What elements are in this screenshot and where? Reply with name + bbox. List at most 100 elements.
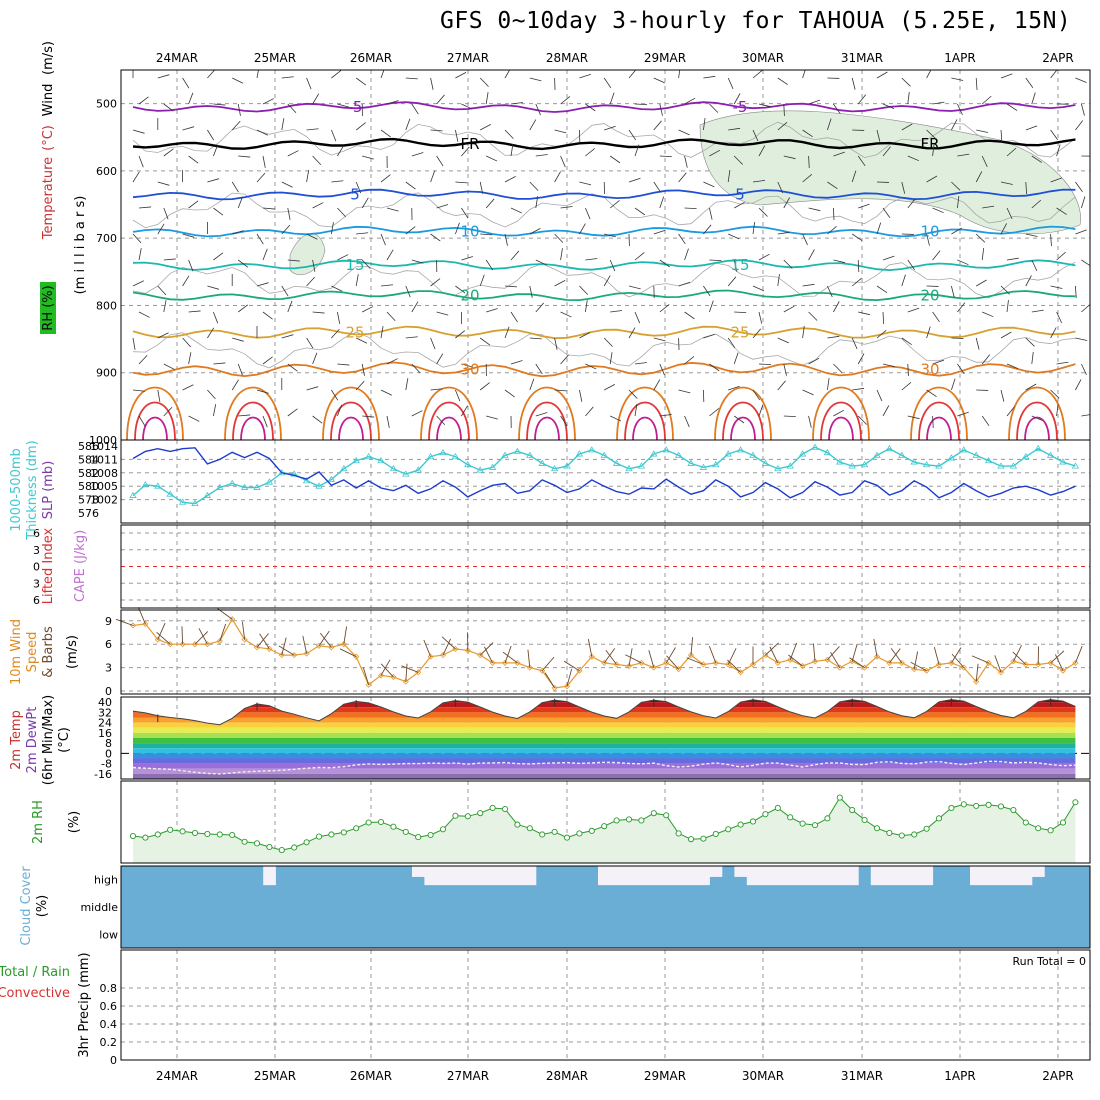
wind-barb [337, 404, 343, 417]
temp-tick-label: -8 [101, 758, 112, 771]
2m-rh-point [253, 840, 261, 847]
wind-barb [529, 378, 535, 391]
cloud-high-bar [424, 866, 438, 886]
thickness-point [637, 462, 646, 469]
wind-barb [1056, 311, 1063, 324]
wind-barb [380, 284, 393, 287]
cloud-level-label: high [94, 874, 118, 887]
wind-barb [213, 404, 217, 417]
thickness-point [451, 452, 460, 460]
date-label-top: 27MAR [447, 51, 489, 65]
temp-band [133, 727, 1076, 733]
thickness-point [154, 482, 162, 489]
temp-tick-label: -16 [94, 768, 112, 781]
wind-barb [411, 259, 424, 264]
panel-frame-cloud [120, 865, 1091, 949]
wind-barb [604, 384, 615, 391]
wind-barb [132, 280, 144, 287]
2m-rh-point [291, 844, 298, 851]
thickness-point [315, 482, 323, 489]
wind-barb [461, 103, 473, 110]
wind-barb [256, 389, 269, 394]
wind-barb [430, 170, 436, 183]
wind-barb [157, 223, 165, 235]
wind-barb [579, 181, 592, 186]
2m-rh-point [365, 819, 372, 826]
temp-band [133, 707, 1076, 713]
wind-barb [461, 363, 474, 368]
lifted-index-label: Lifted Index [41, 527, 56, 604]
wind-barb [827, 378, 830, 391]
wind-speed-point [315, 642, 323, 649]
wind-barb [560, 206, 573, 209]
wind-barb [907, 415, 920, 420]
wind-barb [659, 196, 665, 209]
cloud-high-bar [436, 866, 450, 886]
wind-barb [684, 155, 688, 168]
wind-speed-point [390, 673, 397, 681]
wind-barb-10m [849, 657, 865, 668]
contour-label: 30 [920, 360, 939, 378]
wind-barb [560, 311, 572, 318]
contour-label: 10 [920, 222, 939, 240]
wind-barb [678, 129, 690, 136]
wind-barb [653, 181, 661, 193]
2m-rh-point [328, 831, 335, 838]
wind-barb [182, 275, 190, 287]
wind-barb [529, 119, 537, 131]
wind-barb [262, 356, 273, 365]
thickness-point [377, 456, 385, 464]
wind-barb-10m [625, 654, 642, 664]
wind-barb [709, 363, 720, 372]
wind-barb [802, 129, 813, 138]
wind-barb [579, 285, 589, 295]
wind-barb [1050, 233, 1052, 246]
2m-rh-point [675, 830, 682, 837]
2m-rh-point [390, 823, 397, 830]
wind-barb [356, 232, 369, 235]
wind-barb [355, 380, 365, 391]
wind-barb [529, 77, 542, 82]
thickness-point [203, 491, 212, 498]
thickness-point [662, 446, 670, 453]
wind-barb [213, 103, 226, 106]
2m-rh-point [526, 825, 533, 832]
wind-barb [361, 197, 369, 209]
wind-barb [876, 129, 881, 142]
panel-frame-wind [120, 609, 1091, 695]
wind-barb [827, 181, 838, 190]
wind-barb [163, 207, 169, 220]
2m-rh-point [154, 831, 161, 838]
wind-barb [1075, 77, 1087, 83]
rh2m-unit-label: (%) [67, 811, 82, 834]
wind-barb [554, 389, 567, 392]
wind-speed-point [340, 641, 347, 648]
wind-barb [355, 122, 366, 131]
wind-barb [182, 77, 190, 89]
thickness-unit-label: Thickness (dm) [25, 440, 40, 540]
wind-speed-point [576, 667, 583, 674]
wind-speed-point [625, 662, 633, 670]
convective-contour [722, 401, 764, 440]
wind-barb [808, 311, 818, 321]
wind-barb [752, 222, 756, 235]
temp-tick-label: 16 [98, 727, 112, 740]
contour-label: FR [460, 135, 479, 153]
2m-rh-point [427, 831, 434, 839]
wind-barb [777, 274, 780, 287]
2m-rh-point [973, 802, 980, 809]
wind-barb [479, 274, 485, 287]
wind-barb [529, 337, 542, 340]
wind-barb [461, 207, 469, 219]
wind-barb [163, 103, 174, 112]
thickness-point [699, 463, 708, 470]
wind-barb [386, 415, 390, 428]
wind-barb [901, 274, 906, 287]
wind-barb [535, 154, 548, 157]
wind-barb [554, 337, 558, 350]
wind-barb [585, 363, 597, 370]
2m-rh-point [377, 818, 385, 826]
temperature-contour [132, 325, 1076, 340]
wind-barb [1000, 331, 1012, 339]
cloud-high-bar [771, 866, 785, 886]
